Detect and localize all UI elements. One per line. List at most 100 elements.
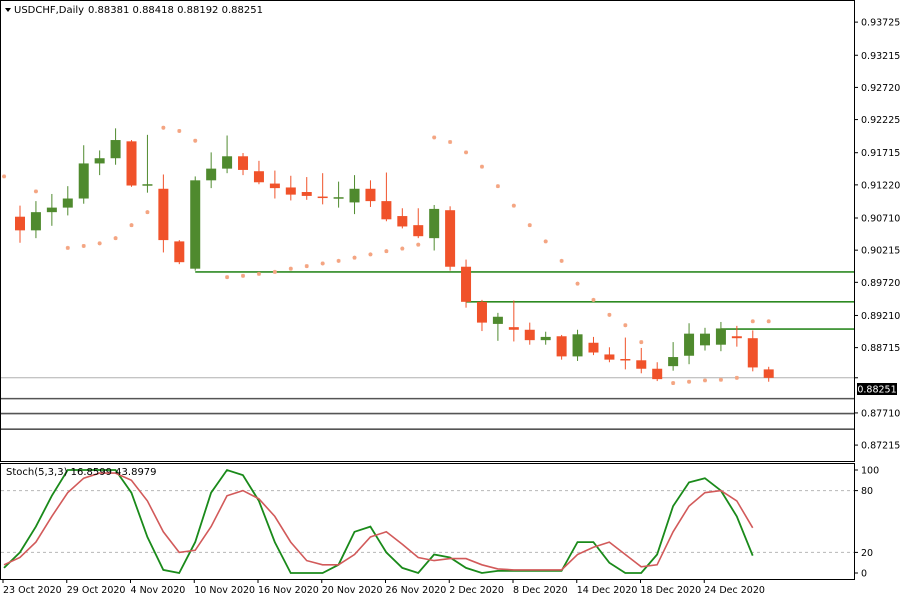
- candle-body: [492, 316, 503, 324]
- price-tick-label: 0.88715: [861, 343, 900, 354]
- candle-body: [413, 225, 424, 237]
- candle: [699, 327, 710, 351]
- stoch-signal-line: [3, 472, 754, 571]
- candle: [413, 208, 424, 239]
- horizontal-lines[interactable]: [1, 271, 854, 430]
- candle: [397, 208, 408, 229]
- candle: [381, 172, 392, 222]
- candle: [731, 325, 742, 347]
- candle: [62, 186, 73, 216]
- candle-body: [429, 208, 440, 239]
- parabolic-sar-series: [2, 125, 771, 386]
- sar-point: [591, 297, 596, 302]
- candle-body: [381, 201, 392, 220]
- sar-point: [225, 275, 230, 280]
- sar-point: [734, 375, 739, 380]
- sar-point: [416, 242, 421, 247]
- sar-point: [495, 184, 500, 189]
- candle: [15, 205, 25, 243]
- candle: [78, 145, 89, 204]
- sar-point: [113, 236, 118, 241]
- candle: [333, 181, 344, 208]
- sar-point: [336, 258, 341, 263]
- sar-point: [33, 189, 38, 194]
- sar-point: [177, 128, 182, 133]
- candle: [94, 150, 105, 176]
- sar-point: [750, 319, 755, 324]
- price-tick-label: 0.91715: [861, 148, 900, 159]
- main-chart-frame: [0, 0, 855, 462]
- candle-body: [46, 207, 57, 213]
- sar-point: [639, 340, 644, 345]
- stoch-tick-label: 100: [861, 466, 879, 477]
- candle: [588, 336, 599, 356]
- time-tick-label: 16 Nov 2020: [258, 585, 319, 596]
- sar-point: [687, 379, 692, 384]
- price-tick-label: 0.92720: [861, 83, 900, 94]
- candle: [126, 140, 137, 187]
- candle: [206, 152, 217, 189]
- stoch-axis: 100 80 20 0: [854, 466, 879, 580]
- stoch-main-line: [3, 468, 754, 575]
- sar-point: [607, 312, 612, 317]
- time-axis: 23 Oct 2020 29 Oct 2020 4 Nov 2020 10 Nov 2…: [2, 579, 765, 596]
- sar-point: [304, 264, 309, 269]
- candle-body: [508, 327, 519, 330]
- candle-body: [333, 197, 344, 199]
- time-tick-label: 2 Dec 2020: [449, 585, 504, 596]
- sar-point: [384, 249, 389, 254]
- sar-point: [479, 164, 484, 169]
- candle: [222, 135, 233, 174]
- sar-point: [65, 245, 70, 250]
- time-tick-label: 26 Nov 2020: [386, 585, 447, 596]
- time-tick-label: 20 Nov 2020: [322, 585, 383, 596]
- candle: [30, 201, 41, 239]
- chart-symbol: USDCHF,Daily: [14, 5, 84, 16]
- sar-point: [671, 381, 676, 386]
- stochastic-series: [3, 468, 754, 575]
- current-price-box: [857, 383, 897, 395]
- candle: [174, 240, 185, 265]
- candle: [190, 176, 201, 271]
- sar-point: [448, 139, 453, 144]
- candle: [652, 362, 663, 382]
- sar-point: [320, 261, 325, 266]
- sar-point: [368, 252, 373, 257]
- candle: [461, 259, 472, 308]
- time-tick-label: 29 Oct 2020: [67, 585, 126, 596]
- candle: [540, 331, 551, 345]
- time-tick-label: 8 Dec 2020: [513, 585, 568, 596]
- candle-body: [397, 216, 408, 227]
- time-tick-label: 10 Nov 2020: [194, 585, 255, 596]
- candle: [668, 342, 679, 371]
- candle-body: [652, 368, 663, 380]
- candle: [620, 337, 631, 370]
- sar-point: [161, 125, 166, 130]
- candle: [317, 173, 328, 205]
- candle-body: [110, 140, 121, 159]
- candle-body: [588, 342, 599, 353]
- sar-point: [97, 241, 102, 246]
- sar-point: [145, 210, 150, 215]
- candle: [301, 177, 312, 200]
- candle: [349, 175, 360, 215]
- candle: [285, 175, 296, 201]
- candle-body: [142, 184, 153, 186]
- candle: [524, 322, 535, 345]
- price-tick-label: 0.92225: [861, 115, 900, 126]
- candle-body: [684, 333, 695, 356]
- candle: [253, 160, 264, 185]
- price-tick-label: 0.87710: [861, 408, 900, 419]
- candle-body: [285, 187, 296, 195]
- triangle-down-icon[interactable]: [5, 8, 11, 12]
- candle: [604, 347, 615, 363]
- candle-body: [668, 357, 679, 367]
- candle-body: [715, 328, 726, 345]
- candle-body: [365, 188, 376, 202]
- stoch-tick-label: 80: [861, 486, 873, 497]
- candle-body: [126, 141, 137, 186]
- sar-point: [288, 266, 293, 271]
- candle: [429, 205, 440, 251]
- candle-body: [699, 333, 710, 346]
